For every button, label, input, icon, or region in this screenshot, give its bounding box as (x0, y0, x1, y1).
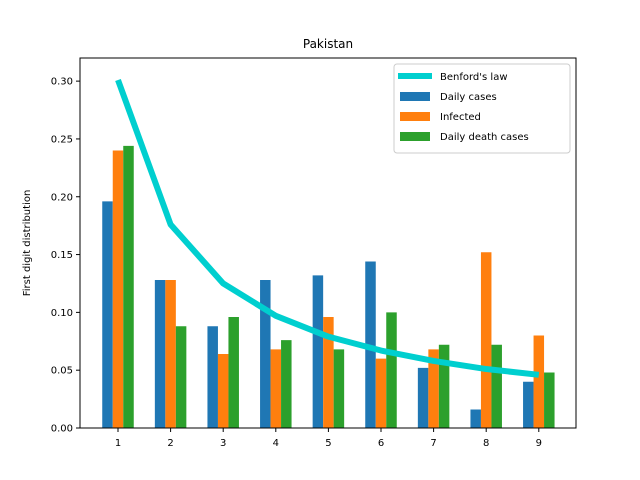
bar-daily-cases-8 (470, 409, 481, 428)
x-tick-label: 3 (220, 438, 226, 449)
bar-daily-cases-1 (102, 201, 113, 428)
legend: Benford's law Daily cases Infected Daily de… (393, 63, 571, 154)
x-tick-label: 5 (325, 438, 331, 449)
benford-line-layer (115, 78, 540, 378)
bar-infected-2 (165, 280, 176, 428)
x-tick-label: 9 (536, 438, 542, 449)
bar-daily-death-cases-9 (544, 372, 555, 428)
y-tick-label: 0.10 (51, 308, 73, 319)
bar-infected-8 (480, 252, 492, 428)
bar-daily-cases-9 (523, 381, 534, 428)
x-tick-label: 8 (483, 438, 489, 449)
bar-infected-3 (217, 354, 229, 428)
benford-law-line (115, 78, 540, 378)
bar-daily-death-cases-3 (228, 317, 239, 428)
bar-daily-cases-2 (154, 280, 166, 428)
bar-daily-cases-4 (260, 280, 271, 428)
x-tick-label: 7 (430, 438, 436, 449)
bar-daily-cases-7 (417, 367, 429, 429)
chart-title: Pakistan (303, 37, 353, 51)
legend-box (393, 63, 571, 154)
bar-infected-4 (270, 349, 282, 429)
legend-label-benford-s-law: Benford's law (440, 72, 508, 83)
bar-daily-death-cases-4 (281, 340, 292, 429)
bar-infected-1 (112, 150, 124, 428)
bar-daily-death-cases-1 (123, 145, 134, 429)
x-tick-label: 4 (273, 438, 279, 449)
y-axis-title: First digit distribution (22, 190, 33, 297)
legend-swatch-daily-death-cases (400, 132, 430, 141)
bar-infected-7 (428, 349, 439, 429)
bars-layer (102, 145, 555, 429)
bar-infected-6 (375, 358, 387, 429)
x-axis: 1 2 3 4 5 6 7 8 9 (115, 428, 542, 449)
y-tick-label: 0.25 (51, 134, 73, 145)
y-axis: 0.00 0.05 0.10 0.15 0.20 0.25 0.30 (51, 77, 80, 435)
x-tick-label: 1 (115, 438, 121, 449)
bar-daily-death-cases-8 (491, 344, 502, 428)
y-tick-label: 0.05 (51, 366, 73, 377)
legend-label-daily-death-cases: Daily death cases (440, 132, 529, 143)
legend-swatch-daily-cases (400, 92, 430, 101)
legend-label-daily-cases: Daily cases (440, 92, 497, 103)
y-tick-label: 0.20 (51, 192, 73, 203)
bar-daily-cases-3 (207, 326, 218, 428)
x-tick-label: 6 (378, 438, 384, 449)
bar-daily-death-cases-5 (333, 349, 345, 429)
bar-daily-cases-5 (312, 275, 324, 429)
legend-swatch-infected (400, 112, 430, 121)
legend-label-infected: Infected (440, 112, 481, 123)
bar-daily-death-cases-2 (175, 326, 187, 428)
bar-daily-death-cases-7 (438, 344, 450, 428)
bar-daily-death-cases-6 (386, 312, 397, 429)
y-tick-label: 0.30 (51, 77, 73, 88)
bar-infected-9 (533, 335, 545, 428)
y-tick-label: 0.15 (51, 250, 73, 261)
y-tick-label: 0.00 (51, 424, 73, 435)
x-tick-label: 2 (167, 438, 173, 449)
bar-infected-5 (323, 317, 334, 428)
